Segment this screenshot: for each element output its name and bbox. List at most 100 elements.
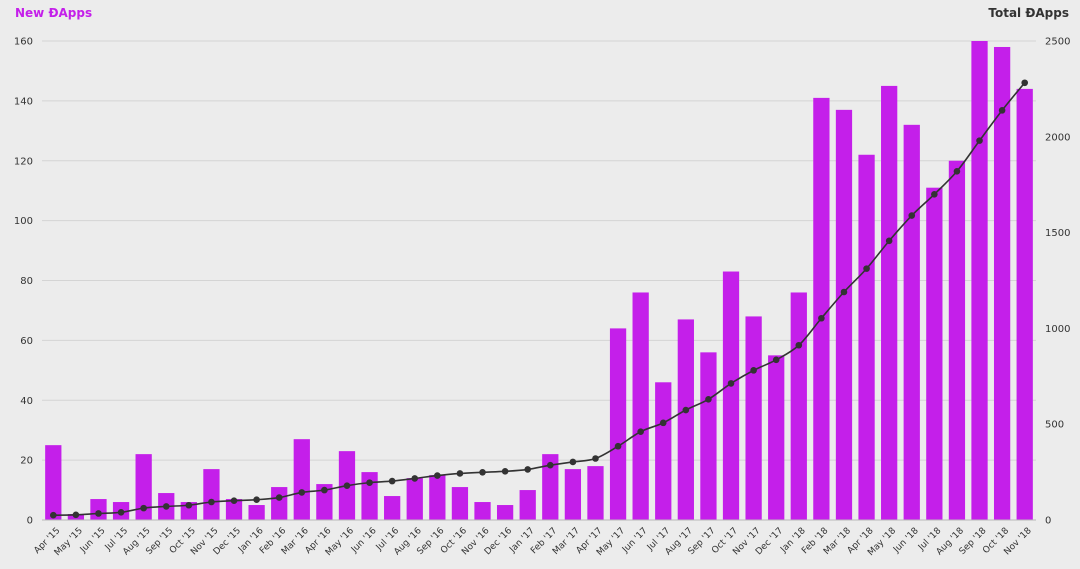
left-tick-label: 160 [14, 37, 33, 48]
bar [609, 328, 627, 520]
bar [926, 187, 943, 520]
bar [180, 502, 197, 520]
bar [655, 382, 672, 520]
line-point [343, 482, 351, 490]
bar [858, 154, 875, 520]
right-tick-label: 1000 [1045, 324, 1070, 335]
line-point [1021, 79, 1029, 87]
line-point [479, 468, 486, 476]
bar [700, 352, 717, 520]
line-point [253, 496, 260, 503]
bar [835, 109, 853, 520]
line-point [298, 489, 306, 496]
line-point [366, 479, 373, 486]
right-axis-title: Total ĐApps [988, 6, 1069, 20]
line-point [592, 455, 599, 462]
line-point [885, 237, 893, 245]
bar [90, 499, 107, 520]
right-tick-label: 1500 [1045, 228, 1070, 239]
bar-series [45, 41, 1033, 521]
bar [45, 445, 62, 520]
line-point [230, 497, 238, 504]
left-axis-title: New ĐApps [15, 6, 92, 20]
bar [948, 160, 966, 520]
line-point [818, 314, 825, 322]
x-tick-label: Jun '15 [78, 526, 108, 556]
line-point [795, 341, 803, 349]
left-tick-label: 80 [20, 276, 33, 287]
bar [632, 292, 649, 520]
line-point [976, 137, 983, 144]
right-tick-label: 2000 [1045, 132, 1070, 143]
line-point [840, 288, 848, 296]
left-tick-label: 100 [14, 216, 33, 227]
bar [384, 496, 401, 520]
bar [474, 502, 491, 520]
line-point [411, 475, 419, 482]
bar [293, 439, 310, 520]
bar [429, 475, 446, 520]
x-tick-label: Jun '17 [620, 526, 650, 556]
line-point [750, 367, 757, 374]
line-point [140, 504, 147, 512]
line-point [727, 380, 735, 387]
line-point [434, 472, 441, 479]
bar [361, 472, 378, 520]
bar [316, 484, 333, 520]
line-point [659, 419, 667, 427]
bar [564, 469, 582, 520]
bar [225, 499, 243, 520]
line-point [637, 428, 644, 435]
left-tick-label: 20 [20, 456, 33, 467]
line-point [501, 468, 509, 475]
left-tick-label: 140 [14, 96, 33, 107]
line-point [162, 503, 170, 510]
line-point [546, 461, 554, 469]
bar [203, 469, 220, 520]
bar [542, 454, 559, 520]
bar [881, 85, 898, 520]
bar [677, 319, 694, 520]
bar [722, 271, 740, 520]
bar [271, 487, 288, 520]
right-tick-label: 0 [1045, 516, 1051, 527]
bar [406, 478, 423, 520]
bar [993, 46, 1011, 521]
left-tick-label: 60 [20, 336, 33, 347]
line-point [569, 458, 577, 466]
right-tick-label: 500 [1045, 420, 1064, 431]
bar [903, 124, 920, 520]
line-point [863, 265, 870, 272]
line-point [95, 510, 102, 517]
line-point [185, 501, 193, 509]
right-tick-label: 2500 [1045, 37, 1070, 48]
left-tick-label: 120 [14, 156, 33, 167]
bar [768, 355, 785, 520]
line-point [772, 356, 780, 364]
line-point [953, 167, 961, 175]
bar [451, 487, 469, 520]
line-point [705, 395, 712, 403]
line-point [321, 486, 328, 494]
line-point [275, 494, 283, 501]
line-point [117, 509, 125, 516]
line-point [682, 406, 690, 414]
line-point [931, 190, 938, 198]
line-point [49, 511, 57, 519]
bar [971, 41, 988, 520]
line-point [208, 498, 215, 506]
line-point [388, 477, 396, 485]
gridlines [42, 40, 1036, 461]
bar [1016, 88, 1033, 521]
bar [496, 505, 514, 520]
line-point [524, 466, 532, 473]
bar [135, 454, 152, 520]
line-point [908, 212, 916, 219]
x-tick-label: Jun '16 [349, 526, 379, 556]
total-dapps-line [53, 82, 1026, 517]
line-point [998, 107, 1006, 114]
bar [519, 490, 536, 520]
bar [745, 316, 762, 520]
left-tick-label: 0 [27, 516, 33, 527]
